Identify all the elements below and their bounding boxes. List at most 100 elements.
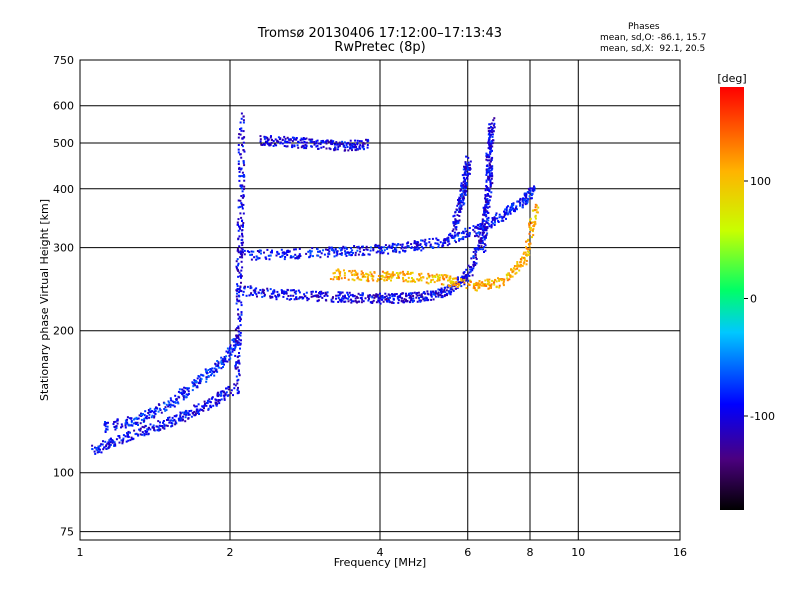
data-point: [328, 246, 331, 249]
data-point: [413, 291, 416, 294]
data-point: [490, 191, 493, 194]
data-point: [296, 144, 299, 147]
data-point: [443, 295, 446, 298]
data-point: [142, 421, 145, 423]
data-point: [522, 197, 525, 200]
data-point: [257, 291, 260, 294]
y-tick-label: 500: [53, 137, 74, 150]
data-point: [413, 246, 416, 249]
data-point: [317, 296, 320, 299]
data-point: [182, 418, 184, 421]
data-point: [266, 137, 269, 140]
data-point: [468, 168, 471, 171]
data-point: [437, 294, 440, 297]
data-point: [298, 291, 301, 294]
data-point: [158, 407, 161, 410]
data-point: [484, 244, 487, 247]
data-point: [388, 300, 391, 303]
data-point: [313, 143, 316, 146]
data-point: [511, 269, 514, 272]
data-point: [240, 202, 243, 205]
data-point: [233, 383, 236, 386]
data-point: [349, 143, 352, 145]
data-point: [241, 137, 244, 140]
data-point: [534, 203, 537, 206]
data-point: [133, 429, 136, 432]
data-point: [497, 221, 500, 223]
data-point: [237, 262, 240, 265]
data-point: [365, 245, 368, 248]
data-point: [487, 194, 490, 197]
data-point: [298, 254, 301, 257]
data-point: [237, 251, 240, 254]
data-point: [234, 366, 237, 369]
data-point: [243, 286, 246, 289]
data-point: [126, 422, 129, 425]
data-point: [403, 246, 406, 249]
data-point: [309, 250, 312, 253]
data-point: [437, 243, 440, 246]
data-point: [437, 288, 440, 291]
data-point: [532, 225, 535, 227]
data-point: [364, 297, 367, 300]
data-point: [260, 292, 263, 295]
data-point: [263, 135, 266, 138]
data-point: [99, 444, 102, 447]
data-point: [235, 336, 238, 339]
data-point: [376, 280, 379, 283]
data-point: [407, 245, 410, 248]
data-point: [514, 268, 517, 271]
data-point: [464, 189, 467, 192]
data-point: [371, 300, 374, 303]
data-point: [457, 283, 460, 286]
data-point: [333, 255, 336, 258]
data-point: [105, 428, 108, 431]
data-point: [266, 287, 269, 290]
data-point: [480, 284, 483, 287]
data-point: [240, 318, 242, 321]
data-point: [377, 297, 380, 300]
data-point: [238, 225, 240, 228]
data-point: [237, 386, 239, 389]
data-point: [295, 296, 297, 299]
data-point: [479, 228, 482, 230]
data-point: [454, 218, 457, 221]
data-point: [466, 174, 469, 177]
data-point: [104, 440, 107, 443]
data-point: [112, 440, 115, 443]
data-point: [334, 148, 337, 151]
data-point: [490, 159, 493, 161]
data-point: [465, 182, 468, 185]
data-point: [353, 143, 356, 145]
data-point: [483, 208, 486, 211]
data-point: [402, 280, 405, 283]
data-point: [283, 292, 286, 295]
data-point: [446, 274, 449, 277]
data-point: [232, 340, 235, 343]
data-point: [320, 140, 323, 143]
data-point: [498, 286, 501, 289]
data-point: [177, 402, 180, 405]
data-point: [424, 298, 427, 301]
data-point: [292, 294, 295, 297]
data-point: [233, 349, 236, 352]
data-point: [238, 175, 241, 178]
data-point: [488, 176, 491, 179]
data-point: [333, 276, 336, 279]
data-point: [198, 375, 201, 378]
data-point: [464, 161, 467, 164]
data-point: [528, 244, 531, 247]
data-point: [202, 409, 205, 412]
data-point: [456, 278, 459, 281]
data-point: [226, 347, 229, 350]
data-point: [484, 227, 486, 229]
data-point: [512, 207, 515, 210]
data-point: [484, 223, 486, 226]
data-point: [484, 234, 487, 237]
data-point: [399, 243, 402, 246]
data-point: [319, 250, 322, 253]
data-point: [490, 174, 493, 177]
data-point: [464, 162, 467, 165]
data-point: [242, 188, 245, 191]
data-point: [226, 360, 229, 363]
